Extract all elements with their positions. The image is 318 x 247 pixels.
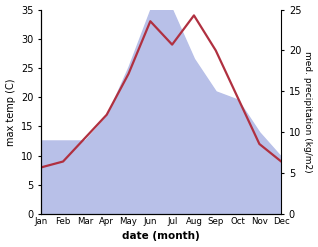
Y-axis label: max temp (C): max temp (C) [5,78,16,145]
X-axis label: date (month): date (month) [122,231,200,242]
Y-axis label: med. precipitation (kg/m2): med. precipitation (kg/m2) [303,51,313,173]
